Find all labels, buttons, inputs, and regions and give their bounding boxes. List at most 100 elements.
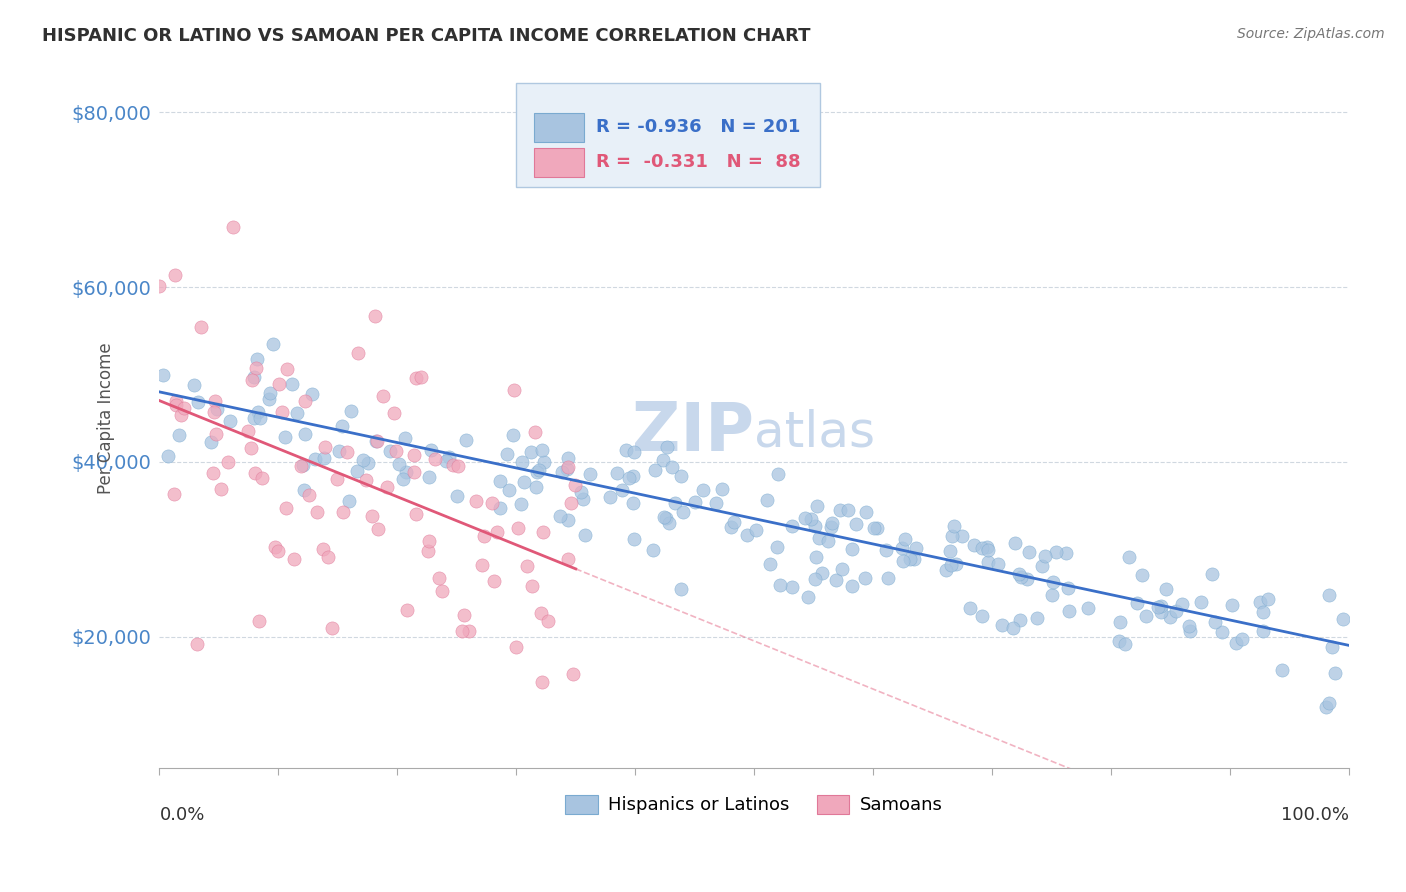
Point	[388, 457, 411, 471]
Text: HISPANIC OR LATINO VS SAMOAN PER CAPITA INCOME CORRELATION CHART: HISPANIC OR LATINO VS SAMOAN PER CAPITA …	[42, 27, 811, 45]
Point	[304, 451, 326, 466]
Point	[821, 516, 844, 530]
Point	[505, 640, 527, 654]
Point	[796, 591, 818, 605]
Point	[190, 319, 212, 334]
Point	[1114, 637, 1136, 651]
Point	[599, 491, 621, 505]
Point	[332, 505, 354, 519]
Point	[1317, 696, 1340, 710]
Point	[502, 428, 524, 442]
Point	[723, 515, 745, 529]
Point	[236, 424, 259, 438]
Point	[1015, 572, 1038, 586]
Point	[326, 472, 349, 486]
Point	[766, 467, 789, 482]
Point	[391, 472, 413, 486]
Point	[394, 431, 416, 445]
Point	[285, 406, 308, 420]
Point	[471, 558, 494, 573]
Point	[240, 442, 263, 456]
Point	[658, 516, 681, 530]
Point	[623, 445, 645, 459]
Point	[257, 392, 280, 406]
Point	[503, 383, 526, 397]
Point	[205, 426, 228, 441]
Point	[1271, 663, 1294, 677]
Point	[1040, 588, 1063, 602]
Point	[841, 579, 863, 593]
Point	[533, 455, 555, 469]
Point	[863, 521, 886, 535]
Point	[221, 220, 243, 235]
Point	[758, 557, 780, 571]
FancyBboxPatch shape	[534, 147, 583, 177]
Point	[165, 398, 187, 412]
Point	[290, 459, 312, 474]
Point	[755, 493, 778, 508]
Point	[780, 519, 803, 533]
Point	[555, 461, 578, 475]
Point	[1150, 606, 1173, 620]
Point	[464, 493, 486, 508]
Point	[1159, 610, 1181, 624]
Point	[735, 528, 758, 542]
Point	[976, 540, 998, 554]
Point	[669, 468, 692, 483]
Point	[1125, 596, 1147, 610]
Point	[877, 571, 900, 585]
Point	[1154, 582, 1177, 597]
Point	[531, 674, 554, 689]
Point	[551, 465, 574, 479]
Point	[292, 483, 315, 497]
Text: Source: ZipAtlas.com: Source: ZipAtlas.com	[1237, 27, 1385, 41]
Point	[246, 352, 269, 367]
Point	[825, 573, 848, 587]
Point	[252, 470, 274, 484]
Point	[1031, 558, 1053, 573]
Point	[1230, 632, 1253, 647]
Point	[247, 404, 270, 418]
Point	[526, 465, 548, 479]
Point	[644, 463, 666, 477]
Point	[904, 541, 927, 555]
Point	[1109, 615, 1132, 629]
Point	[1249, 595, 1271, 609]
Point	[167, 428, 190, 442]
Point	[267, 377, 290, 392]
Point	[152, 368, 174, 382]
Point	[516, 559, 538, 574]
Point	[669, 582, 692, 597]
Point	[271, 405, 294, 419]
Point	[769, 577, 792, 591]
Point	[531, 525, 554, 540]
Point	[1002, 621, 1025, 635]
Point	[941, 529, 963, 543]
Point	[187, 395, 209, 409]
Point	[346, 464, 368, 478]
Point	[1189, 595, 1212, 609]
Point	[430, 584, 453, 599]
Point	[380, 444, 402, 458]
Point	[485, 525, 508, 540]
Point	[557, 460, 579, 475]
Point	[991, 618, 1014, 632]
Point	[1004, 536, 1026, 550]
Point	[245, 466, 267, 480]
Point	[395, 465, 418, 479]
Point	[1220, 598, 1243, 612]
Point	[1045, 545, 1067, 559]
Point	[1010, 570, 1032, 584]
Point	[807, 531, 830, 545]
Point	[404, 465, 426, 479]
Point	[780, 581, 803, 595]
Point	[806, 549, 828, 564]
Point	[454, 434, 477, 448]
Point	[866, 521, 889, 535]
Point	[170, 408, 193, 422]
Point	[489, 500, 512, 515]
Point	[945, 557, 967, 571]
Point	[204, 393, 226, 408]
Point	[1146, 599, 1168, 614]
Point	[409, 369, 432, 384]
